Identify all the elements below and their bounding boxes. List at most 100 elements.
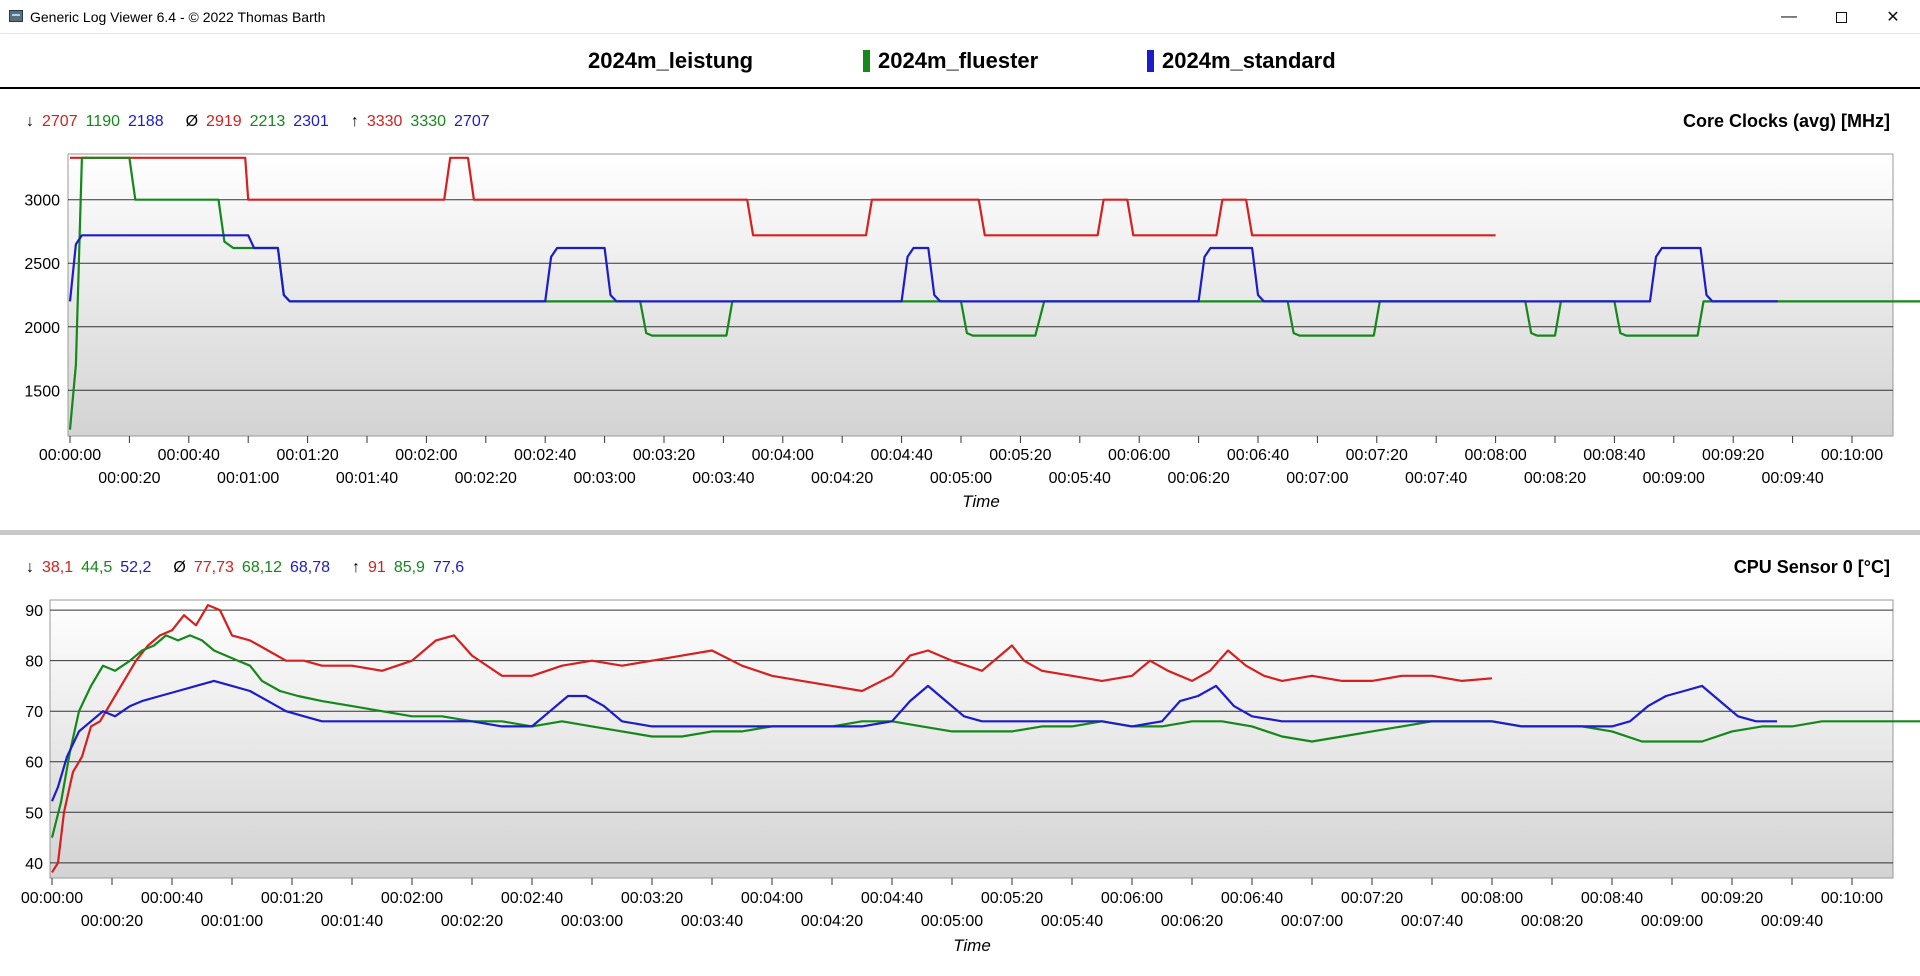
x-tick-label: 00:00:20 xyxy=(81,913,143,930)
x-tick-label: 00:06:20 xyxy=(1167,470,1229,487)
y-tick-label: 1500 xyxy=(24,383,60,400)
x-tick-label: 00:08:40 xyxy=(1581,890,1643,907)
x-tick-label: 00:07:00 xyxy=(1286,470,1348,487)
x-tick-label: 00:01:20 xyxy=(276,447,338,464)
minimize-button[interactable]: — xyxy=(1766,0,1812,34)
x-tick-label: 00:06:40 xyxy=(1227,447,1289,464)
stat-max-leistung: 91 xyxy=(368,559,386,576)
x-tick-label: 00:02:00 xyxy=(381,890,443,907)
x-tick-label: 00:05:40 xyxy=(1041,913,1103,930)
maximize-button[interactable] xyxy=(1818,0,1864,34)
max-symbol: ↑ xyxy=(352,559,361,576)
x-tick-label: 00:01:40 xyxy=(336,470,398,487)
x-tick-label: 00:03:40 xyxy=(692,470,754,487)
x-tick-label: 00:05:20 xyxy=(989,447,1051,464)
x-tick-label: 00:03:00 xyxy=(561,913,623,930)
x-tick-label: 00:07:00 xyxy=(1281,913,1343,930)
x-tick-label: 00:05:00 xyxy=(930,470,992,487)
series-line-2024m_standard xyxy=(50,679,1777,802)
x-tick-label: 00:00:00 xyxy=(21,890,83,907)
core-clocks-chart: 1500 2000 2500 3000 00:00:00 00:00:20 00:00:40… xyxy=(24,153,1920,511)
stat-avg-fluester: 2213 xyxy=(249,113,286,130)
panel-title: Core Clocks (avg) [MHz] xyxy=(1682,111,1890,131)
x-tick-label: 00:07:40 xyxy=(1401,913,1463,930)
stats-line: ↓ 38,1 44,5 52,2 Ø 77,73 68,12 68,78 ↑ 9… xyxy=(26,559,472,577)
x-tick-label: 00:10:00 xyxy=(1821,890,1883,907)
x-tick-label: 00:08:20 xyxy=(1521,913,1583,930)
x-tick-label: 00:05:40 xyxy=(1049,470,1111,487)
stat-max-leistung: 3330 xyxy=(366,113,403,130)
legend-bar: 2024m_leistung 2024m_fluester 2024m_stan… xyxy=(0,34,1920,89)
x-tick-label: 00:04:40 xyxy=(861,890,923,907)
x-tick-label: 00:07:20 xyxy=(1346,447,1408,464)
stats-line: ↓ 2707 1190 2188 Ø 2919 2213 2301 ↑ 3330… xyxy=(26,113,498,131)
x-tick-label: 00:02:40 xyxy=(501,890,563,907)
x-tick-label: 00:06:00 xyxy=(1108,447,1170,464)
x-tick-label: 00:06:00 xyxy=(1101,890,1163,907)
x-tick-label: 00:04:20 xyxy=(811,470,873,487)
legend-swatch xyxy=(1147,50,1154,72)
legend-label: 2024m_fluester xyxy=(878,48,1039,73)
x-tick-label: 00:00:00 xyxy=(39,447,101,464)
chart-panel-cpu-sensor: ↓ 38,1 44,5 52,2 Ø 77,73 68,12 68,78 ↑ 9… xyxy=(0,535,1920,976)
legend-item-fluester[interactable]: 2024m_fluester xyxy=(863,48,1038,74)
x-tick-label: 00:04:40 xyxy=(870,447,932,464)
x-tick-label: 00:01:00 xyxy=(217,470,279,487)
x-tick-label: 00:00:40 xyxy=(141,890,203,907)
stat-max-fluester: 3330 xyxy=(410,113,447,130)
legend-label: 2024m_standard xyxy=(1162,48,1336,73)
avg-symbol: Ø xyxy=(185,113,199,130)
x-tick-label: 00:09:00 xyxy=(1643,470,1705,487)
panel-divider[interactable] xyxy=(0,530,1920,535)
stat-min-fluester: 44,5 xyxy=(81,559,113,576)
close-button[interactable]: ✕ xyxy=(1870,0,1916,34)
maximize-icon xyxy=(1835,11,1847,23)
stat-avg-leistung: 77,73 xyxy=(193,559,234,576)
panel-title: CPU Sensor 0 [°C] xyxy=(1733,557,1890,577)
legend-item-leistung[interactable]: 2024m_leistung xyxy=(588,48,753,74)
series-line-2024m_leistung xyxy=(51,604,1493,873)
window-title: Generic Log Viewer 6.4 - © 2022 Thomas B… xyxy=(30,9,326,25)
chart-panel-core-clocks: ↓ 2707 1190 2188 Ø 2919 2213 2301 ↑ 3330… xyxy=(0,89,1920,530)
y-tick-label: 90 xyxy=(25,603,43,620)
plot-area xyxy=(49,599,1894,879)
legend-item-standard[interactable]: 2024m_standard xyxy=(1147,48,1336,74)
plot-area xyxy=(67,153,1894,437)
x-axis-title: Time xyxy=(962,492,1000,511)
x-tick-label: 00:09:20 xyxy=(1701,890,1763,907)
stat-avg-fluester: 68,12 xyxy=(241,559,282,576)
stat-min-standard: 2188 xyxy=(128,113,164,130)
stat-avg-leistung: 2919 xyxy=(206,113,242,130)
series-line-2024m_standard xyxy=(68,234,1778,303)
y-tick-label: 70 xyxy=(25,704,43,721)
app-icon xyxy=(9,10,23,22)
minimize-icon: — xyxy=(1781,8,1797,25)
legend-label: 2024m_leistung xyxy=(588,48,754,73)
stat-min-leistung: 2707 xyxy=(42,113,78,130)
stat-avg-standard: 68,78 xyxy=(289,559,331,576)
cpu-sensor-chart: 40 50 60 70 80 90 00:00:00 00:00:20 00:00:40 00:0… xyxy=(21,599,1920,955)
x-axis-title: Time xyxy=(953,936,991,955)
close-icon: ✕ xyxy=(1886,9,1900,26)
y-tick-label: 2000 xyxy=(24,320,60,337)
y-tick-label: 50 xyxy=(25,805,43,822)
x-tick-label: 00:07:20 xyxy=(1341,890,1403,907)
x-tick-label: 00:02:20 xyxy=(455,470,517,487)
x-tick-label: 00:04:00 xyxy=(741,890,803,907)
y-tick-label: 80 xyxy=(25,654,43,671)
x-tick-label: 00:01:40 xyxy=(321,913,383,930)
x-tick-label: 00:00:20 xyxy=(98,470,160,487)
x-tick-label: 00:09:40 xyxy=(1761,913,1823,930)
x-tick-label: 00:02:00 xyxy=(395,447,457,464)
x-tick-label: 00:01:20 xyxy=(261,890,323,907)
x-tick-label: 00:03:40 xyxy=(681,913,743,930)
stat-max-standard: 2707 xyxy=(454,113,490,130)
y-tick-label: 3000 xyxy=(24,193,60,210)
min-symbol: ↓ xyxy=(26,113,34,130)
x-tick-label: 00:04:00 xyxy=(752,447,814,464)
x-tick-label: 00:08:00 xyxy=(1464,447,1526,464)
x-tick-label: 00:04:20 xyxy=(801,913,863,930)
stat-max-fluester: 85,9 xyxy=(393,559,425,576)
x-tick-label: 00:09:20 xyxy=(1702,447,1764,464)
x-tick-label: 00:03:00 xyxy=(573,470,635,487)
